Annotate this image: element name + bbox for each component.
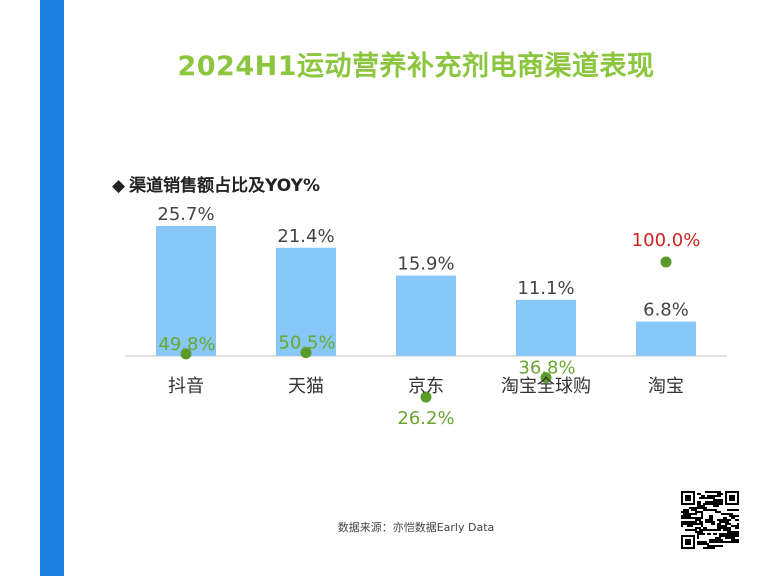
yoy-data-label: 26.2% xyxy=(397,408,454,429)
yoy-data-label: 49.8% xyxy=(158,334,215,355)
category-tick-label: 抖音 xyxy=(168,376,204,397)
share-bar xyxy=(636,321,696,356)
category-tick-label: 天猫 xyxy=(288,376,324,397)
category-tick-label: 淘宝全球购 xyxy=(501,376,591,397)
share-bar xyxy=(516,299,576,356)
data-source-note: 数据来源：亦恺数据Early Data xyxy=(337,521,495,534)
share-bar xyxy=(276,247,336,356)
share-data-label: 6.8% xyxy=(643,300,689,321)
left-accent-bar xyxy=(40,0,64,576)
share-bar xyxy=(396,275,456,356)
qr-code-icon xyxy=(681,491,739,549)
yoy-point xyxy=(180,348,192,360)
yoy-point xyxy=(300,347,312,359)
share-data-label: 21.4% xyxy=(277,226,334,247)
share-data-label: 15.9% xyxy=(397,254,454,275)
yoy-data-label: 50.5% xyxy=(278,333,335,354)
chart-subtitle-text: 渠道销售额占比及YOY% xyxy=(129,176,320,196)
yoy-point xyxy=(660,256,672,268)
share-data-label: 25.7% xyxy=(157,204,214,225)
share-data-label: 11.1% xyxy=(517,278,574,299)
yoy-point xyxy=(540,372,552,384)
chart-subtitle: ◆ 渠道销售额占比及YOY% xyxy=(112,171,320,196)
page-title: 2024H1运动营养补充剂电商渠道表现 xyxy=(177,51,655,82)
yoy-data-label: 100.0% xyxy=(632,230,701,251)
category-tick-label: 京东 xyxy=(408,376,444,397)
yoy-point xyxy=(420,391,432,403)
yoy-data-label: 36.8% xyxy=(518,358,575,379)
category-tick-label: 淘宝 xyxy=(648,376,684,397)
diamond-bullet-icon: ◆ xyxy=(112,176,126,196)
share-bar xyxy=(156,226,216,356)
